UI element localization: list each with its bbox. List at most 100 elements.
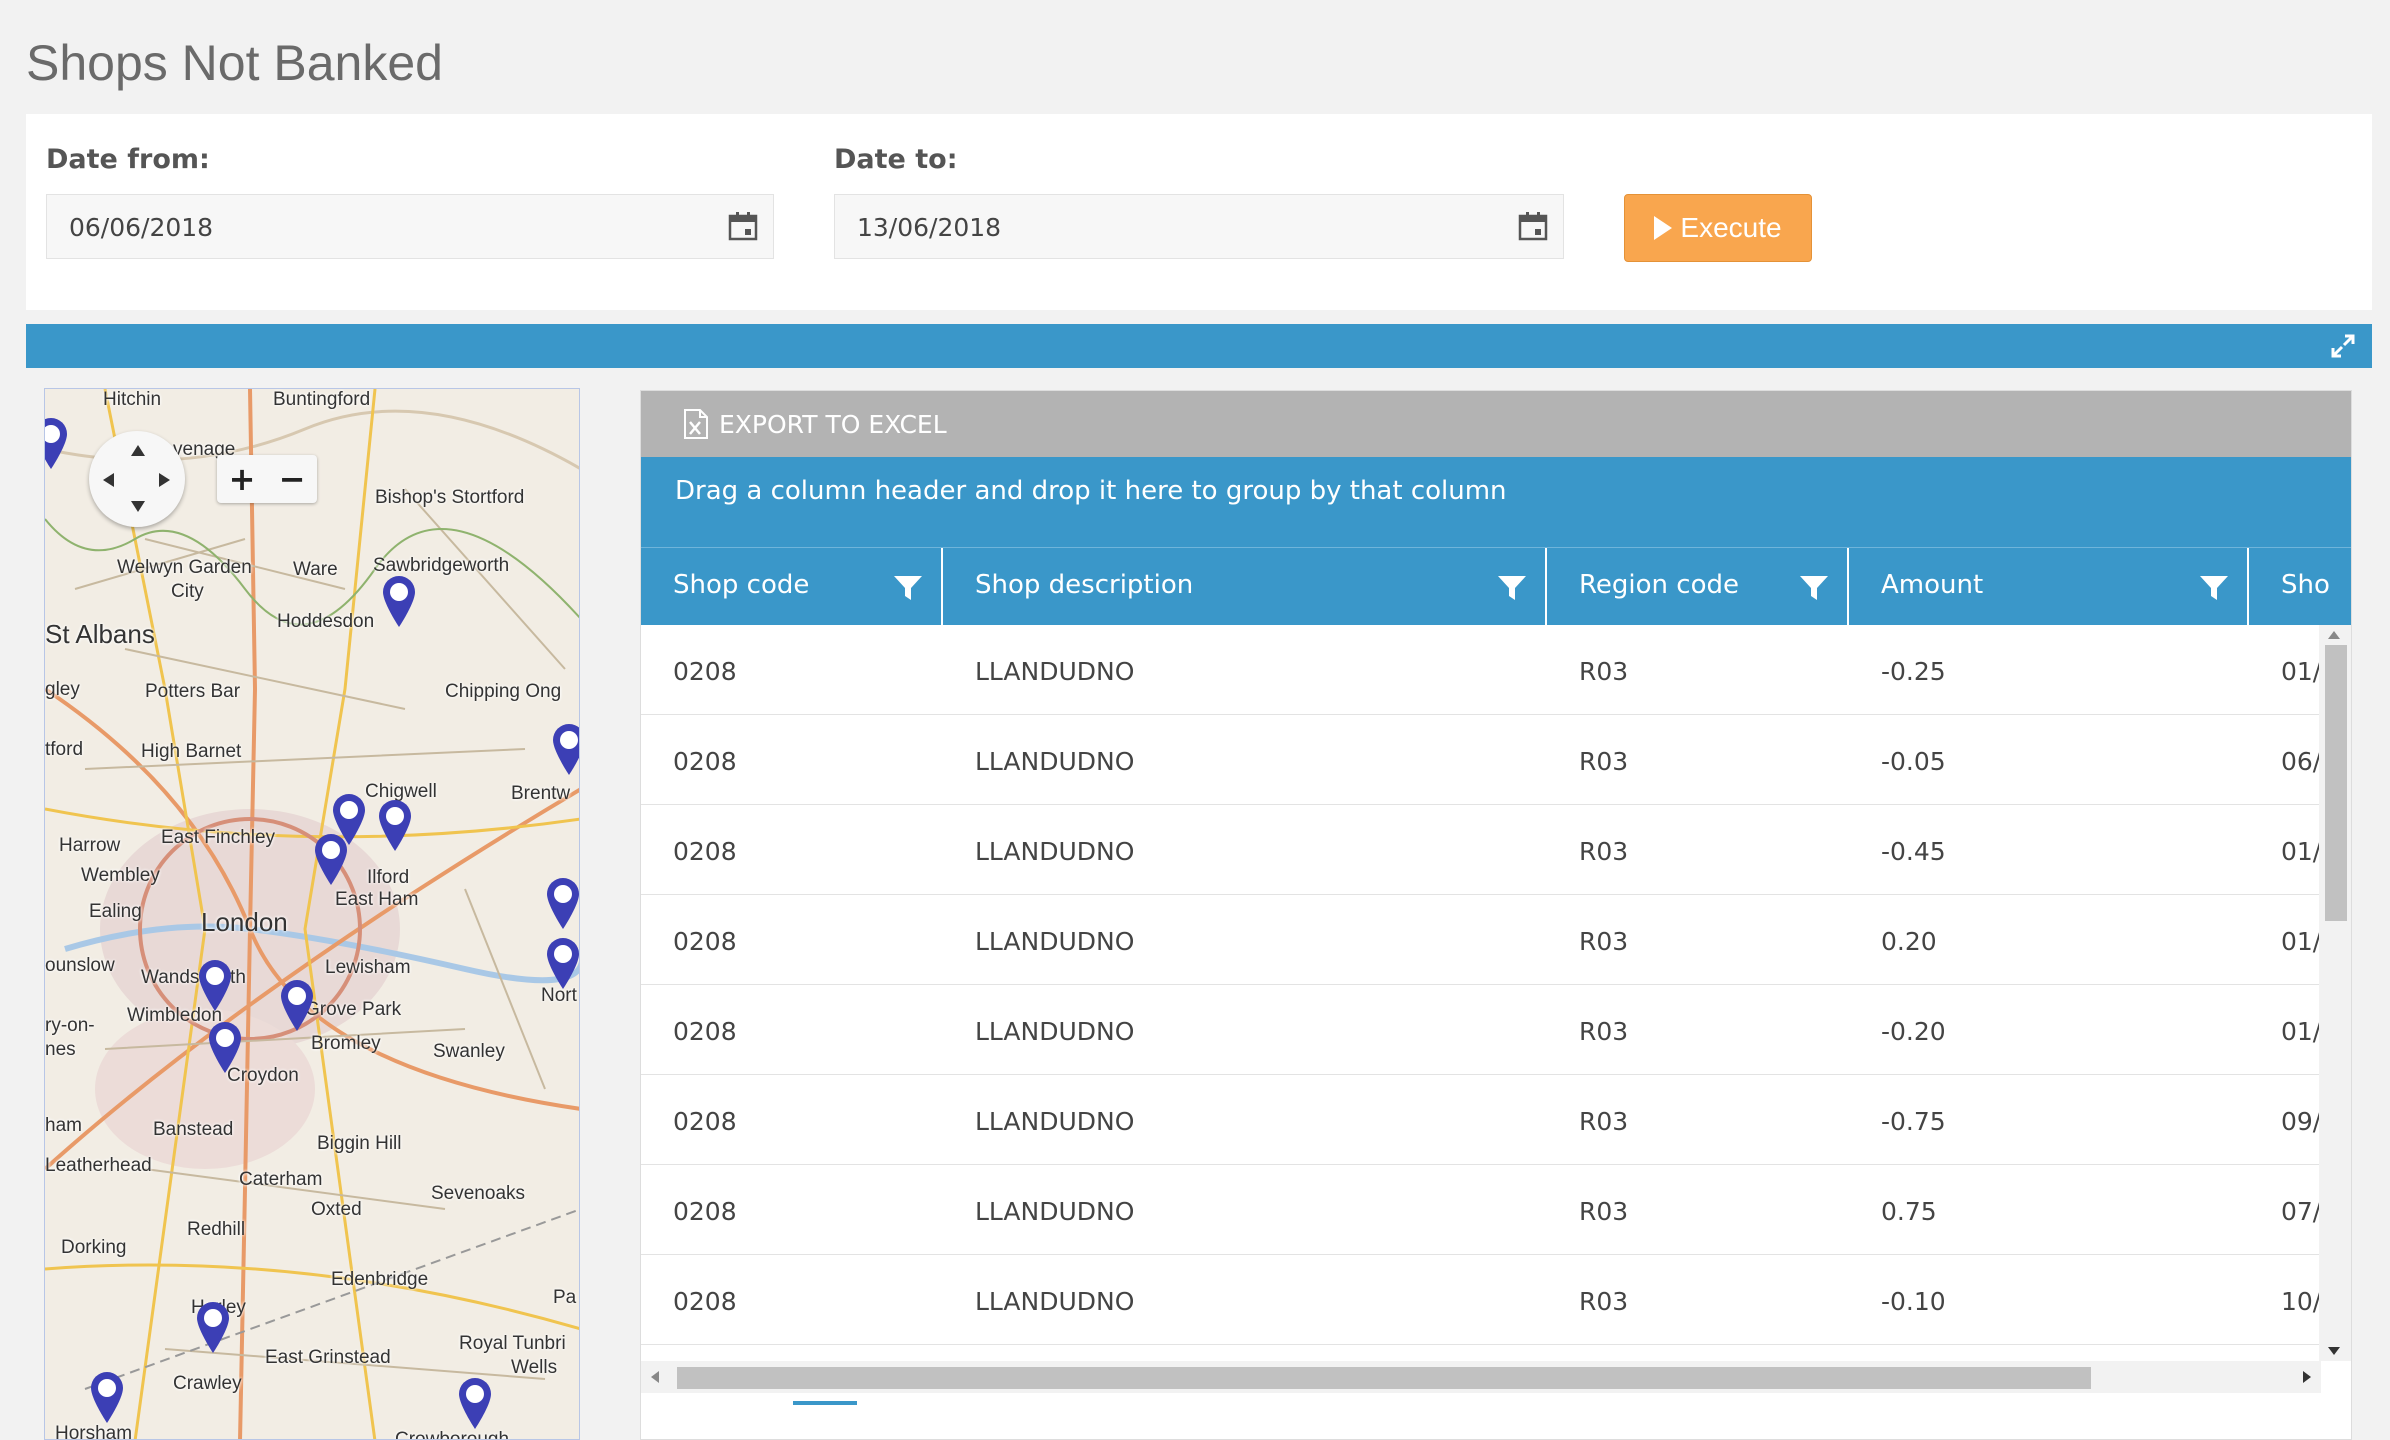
table-cell: -0.75 [1881,1107,1946,1136]
map-pin-icon[interactable] [205,1019,245,1075]
table-cell: -0.45 [1881,837,1946,866]
table-row[interactable]: 0208 LLANDUDNO R03 0.20 01/0 [641,895,2321,985]
table-cell: 0208 [673,747,737,776]
table-row[interactable]: 0208 LLANDUDNO R03 -0.45 01/0 [641,805,2321,895]
map-place-label: Ilford [367,867,410,888]
map-place-label: gley [45,679,80,700]
table-row[interactable]: 0208 LLANDUDNO R03 -0.05 06/0 [641,715,2321,805]
map-pin-icon[interactable] [375,797,415,853]
map-place-label: Welwyn Garden [117,557,252,578]
map-place-label: Brentw [511,783,571,804]
scroll-down-icon[interactable] [2328,1347,2340,1355]
map-pin-icon[interactable] [87,1369,127,1425]
column-header[interactable]: Amount [1849,548,2249,626]
map-place-label: Banstead [153,1119,234,1140]
table-cell: 0.20 [1881,927,1937,956]
column-header-label: Sho [2281,570,2330,600]
table-cell: 01/0 [2281,927,2321,956]
column-header[interactable]: Sho [2249,548,2351,626]
table-cell: R03 [1579,1287,1629,1316]
grid-toolbar: EXPORT TO EXCEL [641,391,2351,457]
map-pin-icon[interactable] [311,831,351,887]
map-place-label: Swanley [433,1041,505,1062]
table-row[interactable]: 0208 LLANDUDNO R03 -0.10 10/0 [641,1255,2321,1345]
table-row[interactable]: 0208 LLANDUDNO R03 0.75 07/0 [641,1165,2321,1255]
table-cell: LLANDUDNO [975,1017,1135,1046]
map-pin-icon[interactable] [379,573,419,629]
map-place-label: Horsham [55,1423,133,1440]
table-cell: LLANDUDNO [975,747,1135,776]
map-place-label: Chipping Ong [445,681,562,702]
filter-icon[interactable] [893,574,923,602]
map-pin-icon[interactable] [193,1299,233,1355]
pan-left-icon[interactable] [103,473,114,487]
map-place-label: Edenbridge [331,1269,429,1290]
page-title: Shops Not Banked [26,35,443,91]
horizontal-scroll-thumb[interactable] [677,1367,2091,1389]
vertical-scroll-thumb[interactable] [2325,645,2347,921]
pan-down-icon[interactable] [131,501,145,512]
table-cell: 10/0 [2281,1287,2321,1316]
table-cell: 0208 [673,657,737,686]
calendar-icon[interactable] [727,210,759,242]
filter-icon[interactable] [1497,574,1527,602]
column-header[interactable]: Region code [1547,548,1849,626]
date-to-input[interactable]: 13/06/2018 [834,194,1564,259]
map-roads [45,389,579,1439]
table-row[interactable]: 0208 LLANDUDNO R03 -0.75 09/0 [641,1075,2321,1165]
map-place-label: tford [45,739,84,760]
column-header[interactable]: Shop description [943,548,1547,626]
table-cell: 0208 [673,1017,737,1046]
map-place-label: Wembley [81,865,160,886]
table-cell: 0208 [673,837,737,866]
calendar-icon[interactable] [1517,210,1549,242]
pan-up-icon[interactable] [131,445,145,456]
map-place-label: Ware [293,559,338,580]
column-header-label: Shop description [975,570,1194,600]
table-cell: -0.10 [1881,1287,1946,1316]
section-header-bar [26,324,2372,368]
map-place-label: East Ham [335,889,419,910]
map-pin-icon[interactable] [195,957,235,1013]
scroll-right-icon[interactable] [2303,1371,2311,1383]
pan-right-icon[interactable] [159,473,170,487]
table-cell: 0.75 [1881,1197,1937,1226]
table-cell: 01/0 [2281,837,2321,866]
table-row[interactable]: 0208 LLANDUDNO R03 -0.25 01/0 [641,625,2321,715]
scroll-up-icon[interactable] [2328,631,2340,639]
map-place-label: Pa [553,1287,577,1308]
expand-icon[interactable] [2330,333,2356,359]
table-row[interactable]: 0208 LLANDUDNO R03 -0.20 01/0 [641,985,2321,1075]
zoom-in-button[interactable]: + [228,460,256,498]
zoom-out-button[interactable]: − [278,460,306,498]
export-to-excel-button[interactable]: EXPORT TO EXCEL [683,409,947,439]
map-place-label: High Barnet [141,741,242,762]
table-cell: R03 [1579,837,1629,866]
column-header-label: Shop code [673,570,810,600]
map-pin-icon[interactable] [45,415,71,471]
map-pin-icon[interactable] [549,721,579,777]
horizontal-scrollbar[interactable] [641,1361,2321,1393]
map-place-label: Buntingford [273,389,371,410]
map-place-label: Wimbledon [127,1005,223,1026]
execute-button[interactable]: Execute [1624,194,1812,262]
column-header[interactable]: Shop code [641,548,943,626]
map-view[interactable]: Hitchin Buntingford venage Bishop's Stortfo… [44,388,580,1440]
map-place-label: Sawbridgeworth [373,555,510,576]
scroll-left-icon[interactable] [651,1371,659,1383]
table-cell: 0208 [673,1287,737,1316]
map-pin-icon[interactable] [455,1375,495,1431]
map-pin-icon[interactable] [329,791,369,847]
column-header-label: Amount [1881,570,1984,600]
vertical-scrollbar[interactable] [2319,625,2351,1361]
map-pin-icon[interactable] [543,875,579,931]
filter-icon[interactable] [1799,574,1829,602]
filter-icon[interactable] [2199,574,2229,602]
map-pin-icon[interactable] [277,977,317,1033]
map-pan-control[interactable] [89,431,185,527]
map-pin-icon[interactable] [543,935,579,991]
date-from-input[interactable]: 06/06/2018 [46,194,774,259]
table-cell: LLANDUDNO [975,837,1135,866]
table-cell: 01/0 [2281,1017,2321,1046]
group-drop-area[interactable]: Drag a column header and drop it here to… [641,457,2351,547]
